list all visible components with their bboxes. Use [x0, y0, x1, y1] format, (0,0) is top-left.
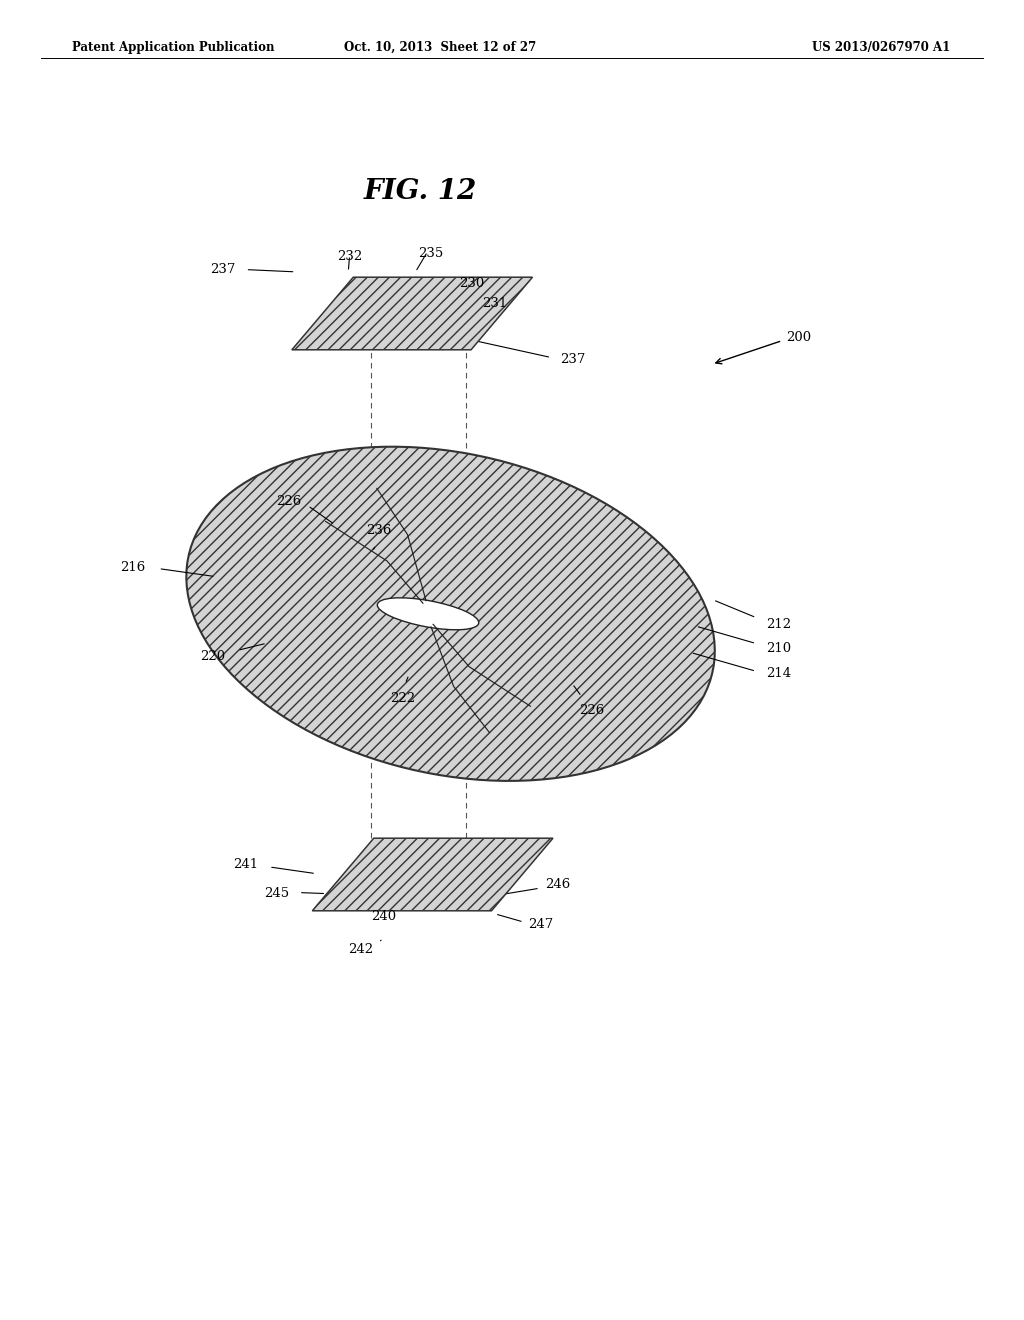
Text: 247: 247: [528, 917, 553, 931]
Polygon shape: [312, 838, 553, 911]
Text: 237: 237: [211, 263, 236, 276]
Text: 232: 232: [338, 249, 362, 263]
Text: 236: 236: [367, 524, 391, 537]
Text: 210: 210: [766, 642, 792, 655]
Text: 231: 231: [482, 297, 507, 310]
Text: 235: 235: [419, 247, 443, 260]
Ellipse shape: [186, 446, 715, 781]
Ellipse shape: [377, 598, 479, 630]
Text: 200: 200: [786, 331, 812, 345]
Text: 220: 220: [201, 649, 225, 663]
Text: 230: 230: [460, 277, 484, 290]
Text: Patent Application Publication: Patent Application Publication: [72, 41, 274, 54]
Text: 222: 222: [390, 692, 415, 705]
Text: US 2013/0267970 A1: US 2013/0267970 A1: [811, 41, 950, 54]
Text: FIG. 12: FIG. 12: [364, 178, 476, 205]
Text: 226: 226: [276, 495, 301, 508]
Text: 226: 226: [580, 704, 604, 717]
Text: 214: 214: [766, 667, 792, 680]
Text: 237: 237: [560, 352, 586, 366]
Text: Oct. 10, 2013  Sheet 12 of 27: Oct. 10, 2013 Sheet 12 of 27: [344, 41, 537, 54]
Text: 240: 240: [372, 909, 396, 923]
Text: 245: 245: [264, 887, 289, 900]
Text: 242: 242: [348, 942, 373, 956]
Polygon shape: [292, 277, 532, 350]
Text: 241: 241: [233, 858, 258, 871]
Text: 216: 216: [120, 561, 145, 574]
Text: 246: 246: [546, 878, 570, 891]
Text: 212: 212: [766, 618, 792, 631]
